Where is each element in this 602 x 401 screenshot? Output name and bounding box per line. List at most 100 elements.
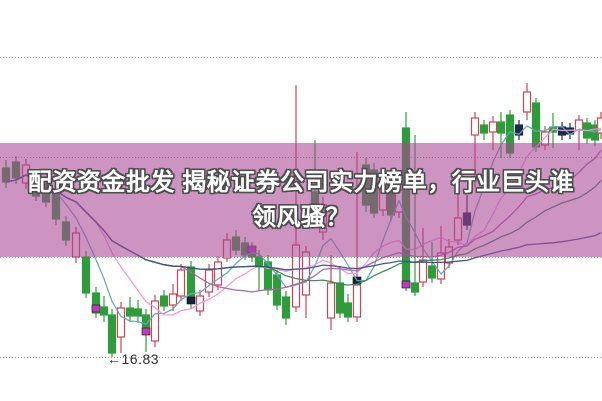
candle [352, 152, 362, 322]
candle [343, 294, 353, 322]
candle-body [159, 295, 169, 307]
candle [125, 297, 135, 322]
candle-body [574, 119, 584, 131]
candle-body [310, 191, 320, 209]
candle-body [222, 239, 232, 259]
magenta-signal-marker [91, 304, 101, 313]
candle [596, 112, 602, 139]
candle-body [133, 308, 143, 317]
candle-body [41, 185, 51, 203]
candle [335, 266, 345, 318]
candle-body [71, 232, 81, 258]
candle [505, 110, 515, 158]
candle-body [116, 307, 126, 338]
candle [462, 195, 472, 230]
candle [1, 160, 11, 188]
gridlines [0, 57, 602, 358]
candle [479, 120, 489, 140]
ma5-line [5, 125, 602, 325]
candle [488, 116, 498, 150]
candle [310, 140, 320, 216]
candle-body [505, 114, 515, 154]
magenta-signal-marker [401, 280, 411, 289]
candle-body [386, 174, 396, 216]
candle-body [488, 121, 498, 133]
candle-body [361, 164, 371, 206]
candle [21, 159, 31, 189]
candle-body [378, 179, 388, 211]
magenta-signal-marker [141, 327, 151, 336]
candle-body [51, 192, 61, 220]
candle [107, 309, 117, 357]
candle [222, 233, 232, 262]
candle [369, 163, 379, 218]
candle [326, 255, 336, 330]
candle-body [150, 300, 160, 342]
candle [186, 261, 196, 309]
candle-body [204, 269, 214, 293]
candle-body [531, 102, 541, 148]
candle [81, 251, 91, 298]
candle-body [176, 269, 186, 297]
candle-body [318, 204, 328, 233]
candle-body [99, 306, 109, 316]
candle-body [1, 167, 11, 183]
candle [247, 242, 257, 262]
candle-body [522, 91, 532, 113]
candle-body [326, 282, 336, 319]
candle [453, 186, 463, 245]
candle-body [254, 256, 264, 268]
candle [141, 309, 151, 352]
candle [31, 170, 41, 201]
candle-body [61, 221, 71, 241]
candle [514, 120, 524, 140]
candle-body [213, 261, 223, 286]
candle [150, 295, 160, 347]
candle-body [436, 252, 446, 280]
candle-body [462, 212, 472, 226]
low-price-annotation: ←16.83 [107, 351, 160, 367]
candle [168, 284, 178, 311]
candle [133, 300, 143, 323]
candle-body [369, 169, 379, 214]
candle-body [107, 314, 117, 354]
candle-body [281, 296, 291, 319]
candle [231, 230, 241, 255]
candle [240, 237, 250, 260]
candle [522, 83, 532, 120]
candle-body [418, 259, 428, 283]
candle-body [125, 307, 135, 317]
candle [378, 173, 388, 216]
magenta-signal-marker [247, 245, 257, 254]
candle-body [335, 282, 345, 314]
candle-body [21, 164, 31, 184]
candle-body [352, 284, 362, 318]
navy-signal-marker [186, 296, 196, 305]
candle-body [81, 256, 91, 294]
candles-layer [1, 83, 602, 357]
candle-body [91, 292, 101, 314]
candle-body [343, 302, 353, 318]
candle [470, 112, 480, 187]
candle [281, 291, 291, 325]
candle [401, 112, 411, 291]
candle [318, 197, 328, 240]
candle-body [427, 265, 437, 279]
candle-body [168, 293, 178, 306]
magenta-signal-marker [310, 207, 320, 216]
candle [410, 135, 420, 296]
candle-body [470, 117, 480, 136]
candle [574, 115, 584, 150]
candle-body [453, 217, 463, 241]
candle-body [596, 117, 602, 134]
candle-body [231, 236, 241, 251]
candle-body [291, 244, 301, 308]
candle-body [11, 161, 21, 179]
candle [548, 113, 558, 148]
candle [176, 264, 186, 301]
candle-body [240, 242, 250, 256]
candle-body [479, 124, 489, 134]
candle [99, 296, 109, 322]
